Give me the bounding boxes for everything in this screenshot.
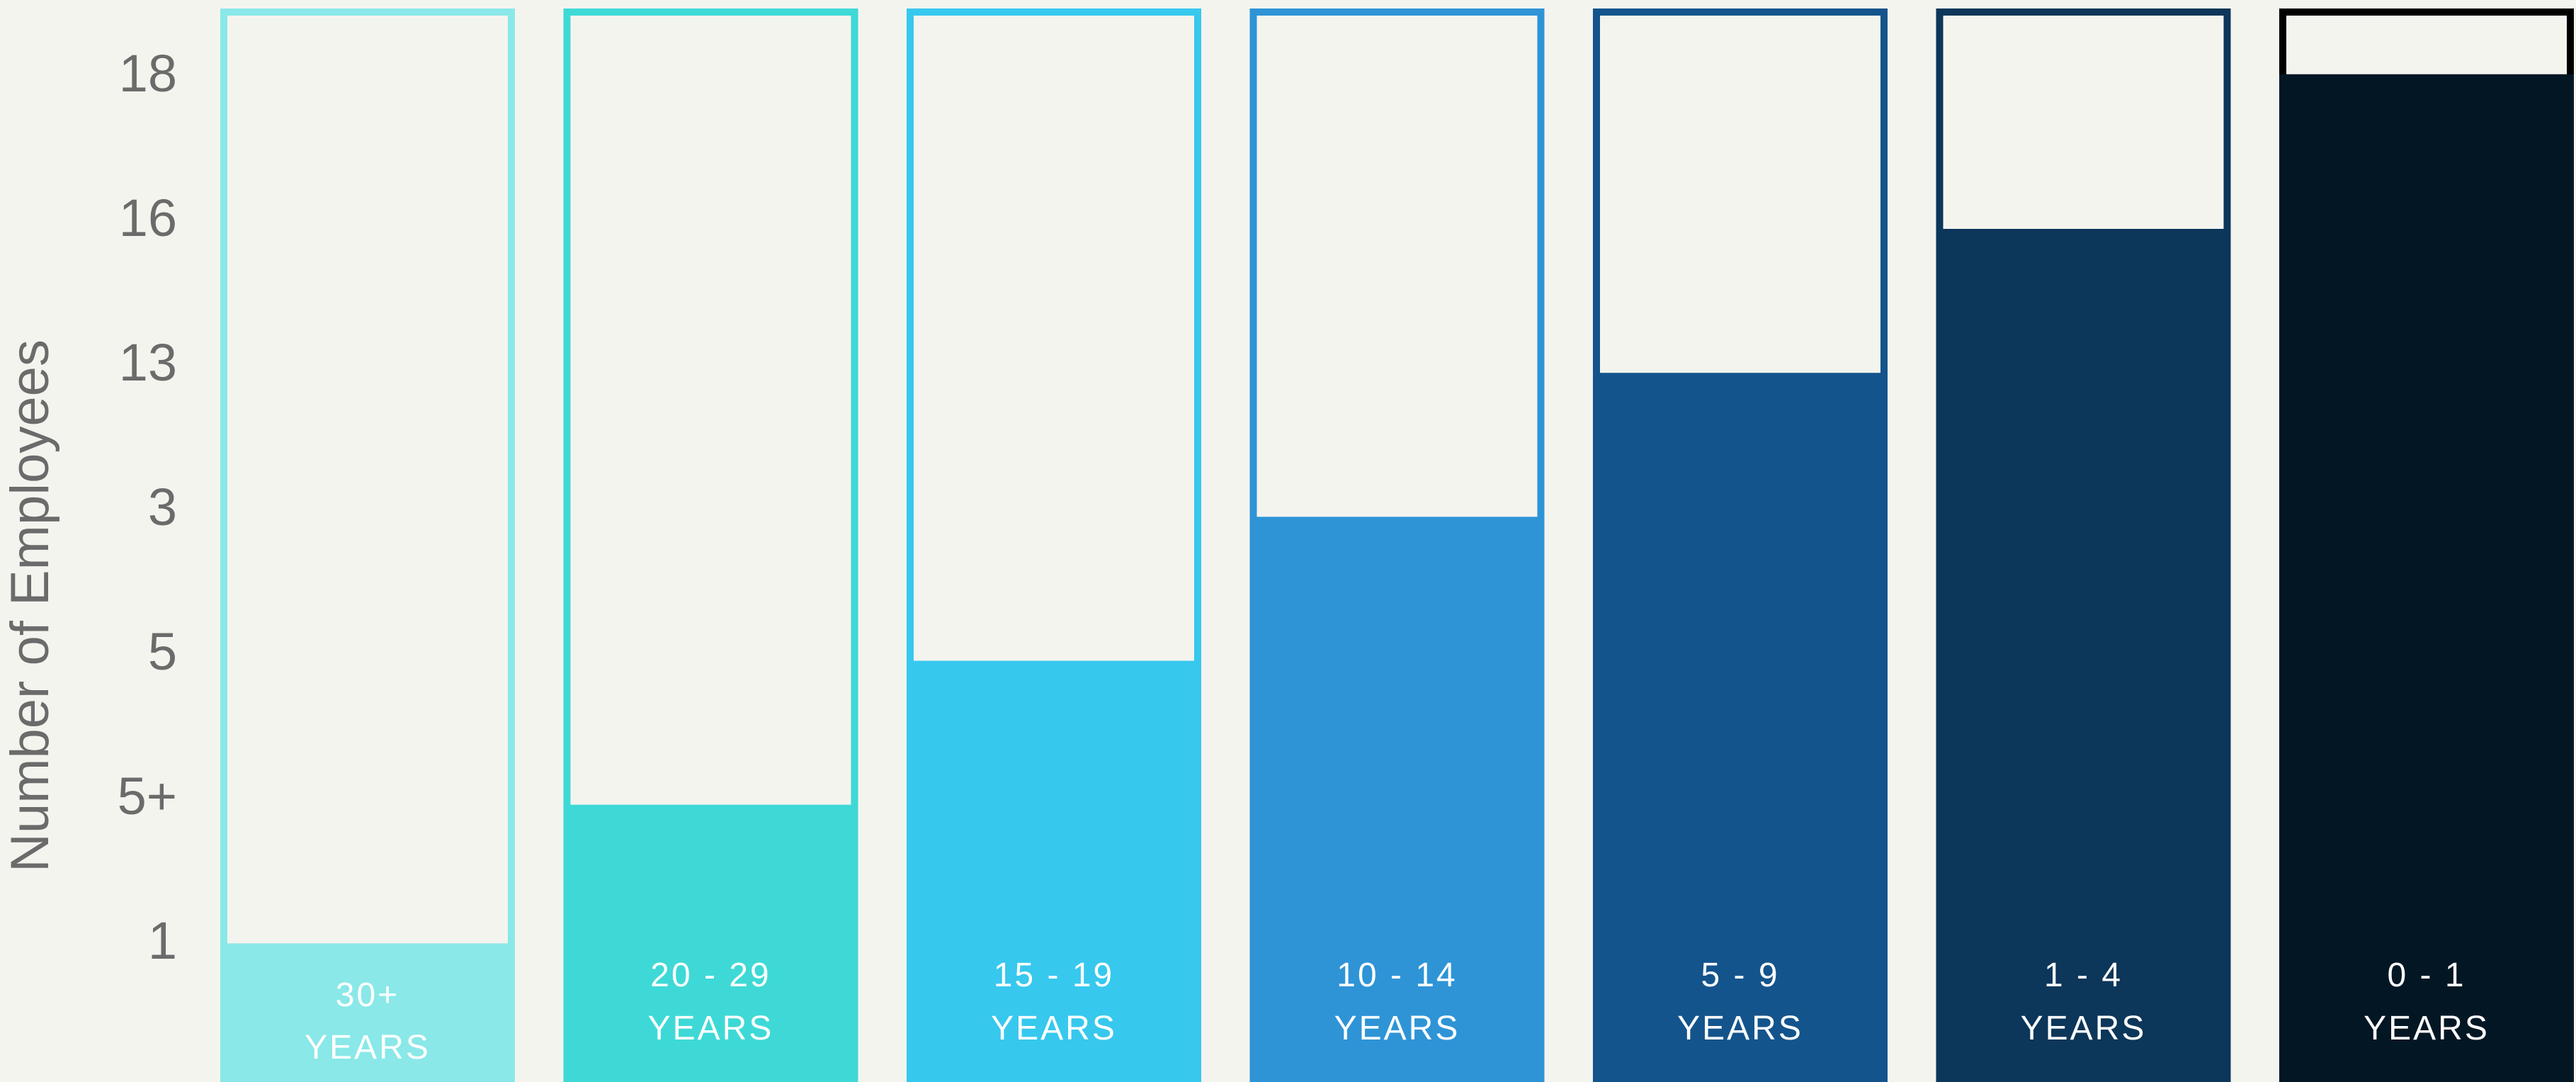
bar-category-range: 15 - 19 xyxy=(994,957,1114,994)
bar-category-unit: YEARS xyxy=(1677,1010,1803,1047)
bar: 30+ YEARS xyxy=(220,9,515,1082)
bar-fill xyxy=(1936,229,2231,1082)
bar-category-unit: YEARS xyxy=(1334,1010,1460,1047)
bars-group: 30+ YEARS 20 - 29 YEARS 15 - 19 YEARS 10 - 14 Y… xyxy=(220,9,2574,1082)
bar-category-range: 10 - 14 xyxy=(1337,957,1457,994)
bar-category-unit: YEARS xyxy=(305,1029,431,1066)
bar: 0 - 1 YEARS xyxy=(2279,9,2574,1082)
bar-fill xyxy=(220,943,515,1082)
bar: 1 - 4 YEARS xyxy=(1936,9,2231,1082)
bar-category-range: 20 - 29 xyxy=(650,957,771,994)
bar: 5 - 9 YEARS xyxy=(1593,9,1888,1082)
bar-category-range: 1 - 4 xyxy=(2044,957,2123,994)
bar: 20 - 29 YEARS xyxy=(563,9,858,1082)
bar-fill xyxy=(1593,373,1888,1082)
bar: 10 - 14 YEARS xyxy=(1249,9,1545,1082)
y-tick-label: 16 xyxy=(119,188,177,247)
bar-fill xyxy=(1249,517,1545,1082)
bar-fill xyxy=(563,804,858,1082)
bar-category-range: 30+ xyxy=(336,976,399,1014)
bar-category-unit: YEARS xyxy=(648,1010,774,1047)
y-axis-label: Number of Employees xyxy=(0,339,60,872)
bar-fill xyxy=(907,660,1201,1082)
y-tick-label: 5 xyxy=(148,622,177,681)
y-axis-ticks: 18 16 13 3 5 5+ 1 xyxy=(118,44,177,970)
bar-fill xyxy=(2279,74,2574,1082)
bar-category-unit: YEARS xyxy=(2364,1010,2490,1047)
bar-category-unit: YEARS xyxy=(2021,1010,2147,1047)
bar-outline xyxy=(220,9,515,1082)
bar-category-unit: YEARS xyxy=(991,1010,1117,1047)
y-tick-label: 13 xyxy=(119,333,177,392)
y-tick-label: 5+ xyxy=(118,767,177,825)
bar-category-range: 0 - 1 xyxy=(2387,957,2466,994)
bar: 15 - 19 YEARS xyxy=(907,9,1201,1082)
y-tick-label: 18 xyxy=(119,44,177,103)
y-tick-label: 1 xyxy=(148,911,177,970)
bar-category-range: 5 - 9 xyxy=(1701,957,1779,994)
y-tick-label: 3 xyxy=(148,478,177,536)
